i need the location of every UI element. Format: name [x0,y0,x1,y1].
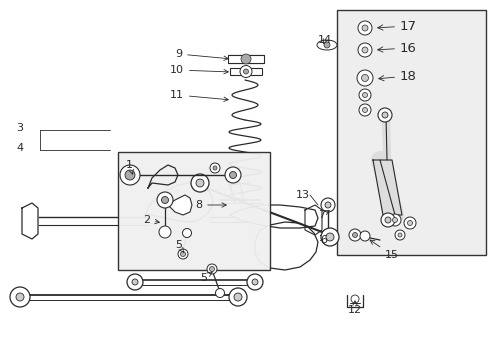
Text: 18: 18 [378,69,416,82]
Polygon shape [372,160,401,215]
Text: 13: 13 [295,190,309,200]
Circle shape [361,47,367,53]
Text: 12: 12 [347,301,362,315]
Circle shape [324,42,329,48]
Circle shape [352,233,357,238]
Bar [227,55,264,63]
Circle shape [362,93,367,98]
Bar [118,152,269,270]
Text: 5: 5 [175,240,183,253]
Circle shape [228,288,246,306]
Text: 6: 6 [319,235,326,245]
Text: 11: 11 [170,90,228,102]
Circle shape [356,70,372,86]
Circle shape [10,287,30,307]
Circle shape [240,66,251,77]
Circle shape [381,112,387,118]
Bar [229,68,262,75]
Circle shape [125,170,135,180]
Text: 4: 4 [16,143,23,153]
Circle shape [241,54,250,64]
Circle shape [380,213,394,227]
Circle shape [325,233,333,241]
Polygon shape [145,183,213,222]
Circle shape [246,274,263,290]
Text: 8: 8 [195,200,226,210]
Circle shape [348,229,360,241]
Circle shape [215,288,224,297]
Circle shape [320,228,338,246]
Bar [336,10,485,255]
Polygon shape [254,222,317,270]
Circle shape [243,69,248,74]
Circle shape [157,192,173,208]
Text: 7: 7 [317,210,328,220]
Text: 10: 10 [170,65,228,75]
Circle shape [180,252,185,256]
Text: 14: 14 [317,35,331,45]
Circle shape [16,293,24,301]
Circle shape [251,279,258,285]
Circle shape [132,279,138,285]
Circle shape [358,89,370,101]
Circle shape [206,264,217,274]
Circle shape [384,217,390,223]
Text: 3: 3 [16,123,23,133]
Text: 5: 5 [200,272,212,283]
Circle shape [358,104,370,116]
Circle shape [127,274,142,290]
Circle shape [209,266,214,271]
Circle shape [161,197,168,203]
Circle shape [229,171,236,179]
Circle shape [350,295,358,303]
Text: 15: 15 [369,240,398,260]
Circle shape [209,163,220,173]
Circle shape [362,108,367,112]
Ellipse shape [316,40,336,50]
Text: 2: 2 [142,215,159,225]
Circle shape [357,21,371,35]
Polygon shape [22,203,38,239]
Polygon shape [305,205,321,235]
Text: 16: 16 [377,41,416,54]
Circle shape [325,202,330,208]
Polygon shape [148,165,178,188]
Circle shape [407,220,412,225]
Circle shape [120,165,140,185]
Circle shape [234,293,242,301]
Circle shape [357,43,371,57]
Circle shape [196,179,203,187]
Circle shape [394,230,404,240]
Text: 1: 1 [126,160,133,174]
Circle shape [397,233,401,237]
Circle shape [361,25,367,31]
Circle shape [320,198,334,212]
Circle shape [361,75,368,81]
Circle shape [178,249,187,259]
Text: 9: 9 [175,49,228,60]
Circle shape [403,217,415,229]
Polygon shape [229,205,317,228]
Circle shape [359,231,369,241]
Polygon shape [168,195,192,215]
Circle shape [377,108,391,122]
Circle shape [159,226,171,238]
Circle shape [191,174,208,192]
Circle shape [388,214,400,226]
Circle shape [213,166,217,170]
Circle shape [392,217,397,222]
Circle shape [224,167,241,183]
Text: 17: 17 [377,19,416,32]
Circle shape [182,229,191,238]
